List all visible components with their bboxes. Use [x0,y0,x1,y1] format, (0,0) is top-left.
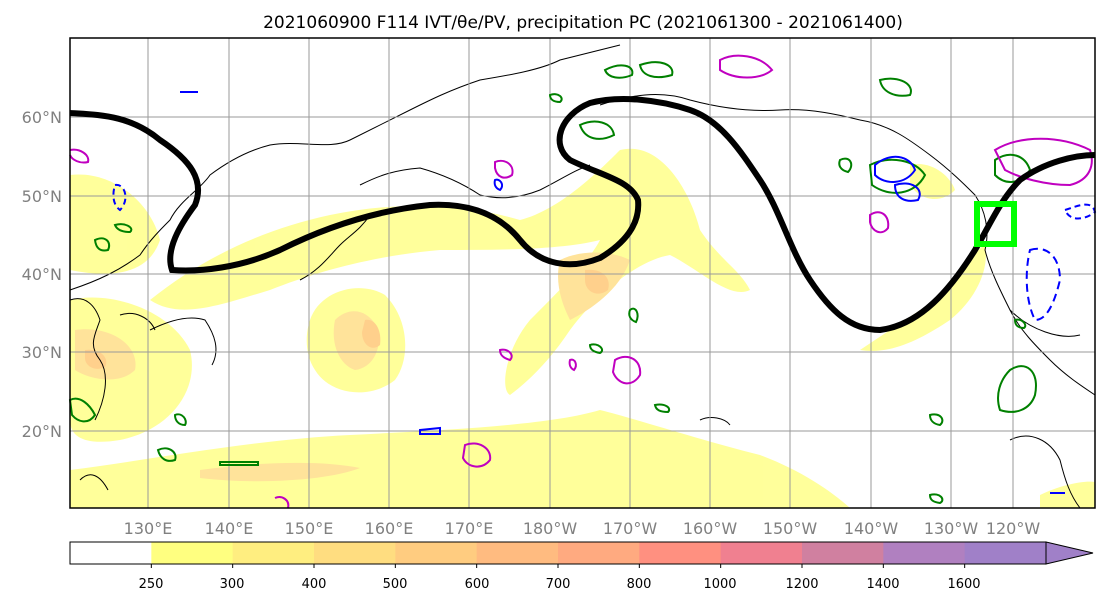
colorbar-tick-label: 1600 [947,577,980,592]
coastlines [69,44,1096,509]
colorbar-tick-label: 600 [465,577,490,592]
lat-label: 40°N [22,265,62,284]
pv-green-contours [68,61,1037,505]
lon-label: 150°W [763,519,818,538]
lat-label: 60°N [22,108,62,127]
colorbar-cell [476,542,559,564]
gridlines [70,38,1095,508]
lon-label: 130°W [924,519,979,538]
colorbar-cell [883,542,966,564]
colorbar-tick-label: 1200 [785,577,818,592]
colorbar-tick-label: 700 [546,577,571,592]
lon-label: 150°E [285,519,334,538]
colorbar-cell [232,542,315,564]
target-region-box [974,201,1017,247]
colorbar-cell [151,542,234,564]
lon-label: 140°E [205,519,254,538]
lon-label: 170°E [445,519,494,538]
lon-label: 160°E [365,519,414,538]
lat-label: 30°N [22,343,62,362]
lat-label: 20°N [22,422,62,441]
colorbar-labels: 250 300 400 500 600 700 800 1000 1200 14… [139,577,981,592]
colorbar-tick-label: 300 [220,577,245,592]
colorbar-cell [802,542,884,564]
colorbar-cell [395,542,478,564]
lon-label: 130°E [124,519,173,538]
map-panel [68,37,1097,509]
colorbar-cells [70,542,1047,568]
colorbar-cell [720,542,803,564]
figure-title: 2021060900 F114 IVT/θe/PV, precipitation… [263,13,903,33]
colorbar-tick-label: 250 [139,577,164,592]
lon-label: 170°W [603,519,658,538]
map-frame [69,37,1096,509]
latitude-labels: 60°N 50°N 40°N 30°N 20°N [22,108,62,441]
longitude-labels: 130°E 140°E 150°E 160°E 170°E 180°W 170°… [124,519,1041,538]
colorbar-cell [639,542,722,564]
colorbar-tick-label: 800 [627,577,652,592]
colorbar-cell [558,542,640,564]
colorbar-cell [70,542,152,564]
colorbar-tick-label: 500 [383,577,408,592]
colorbar-tick-label: 400 [302,577,327,592]
theta-e-contour [69,96,1096,334]
colorbar-cell [314,542,396,564]
pv-magenta-contours [69,54,1093,509]
colorbar-tick-label: 1400 [866,577,899,592]
lon-label: 180°W [523,519,578,538]
colorbar-cell [964,542,1047,564]
lon-label: 160°W [683,519,738,538]
lat-label: 50°N [22,187,62,206]
colorbar-frame [69,541,1047,565]
colorbar-tick-label: 1000 [703,577,736,592]
lon-label: 120°W [986,519,1041,538]
colorbar-extend-arrow [1045,541,1094,565]
lon-label: 140°W [844,519,899,538]
colorbar: 250 300 400 500 600 700 800 1000 1200 14… [69,541,1094,592]
